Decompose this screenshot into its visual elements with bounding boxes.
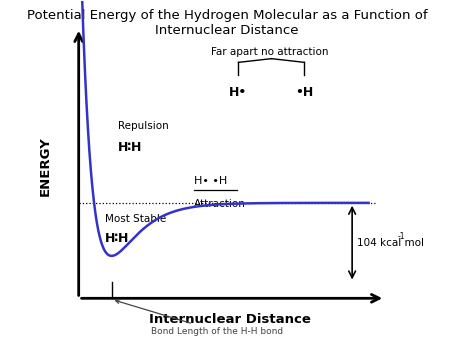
Text: Most Stable: Most Stable	[105, 214, 166, 224]
Text: 104 kcal mol: 104 kcal mol	[357, 238, 424, 248]
Text: Internuclear Distance: Internuclear Distance	[149, 313, 311, 326]
Text: -1: -1	[398, 232, 405, 241]
Text: Repulsion: Repulsion	[118, 121, 169, 131]
Text: H• •H: H• •H	[194, 176, 227, 186]
Text: Bond Length of the H-H bond: Bond Length of the H-H bond	[116, 300, 284, 336]
Text: ENERGY: ENERGY	[39, 136, 52, 196]
Text: Far apart no attraction: Far apart no attraction	[211, 47, 328, 57]
Text: Potential Energy of the Hydrogen Molecular as a Function of
Internuclear Distanc: Potential Energy of the Hydrogen Molecul…	[27, 9, 427, 37]
Text: Attraction: Attraction	[194, 199, 246, 210]
Text: •H: •H	[295, 86, 314, 99]
Text: H∶H: H∶H	[105, 233, 130, 245]
Text: H•: H•	[230, 86, 248, 99]
Text: H∶H: H∶H	[118, 141, 143, 154]
